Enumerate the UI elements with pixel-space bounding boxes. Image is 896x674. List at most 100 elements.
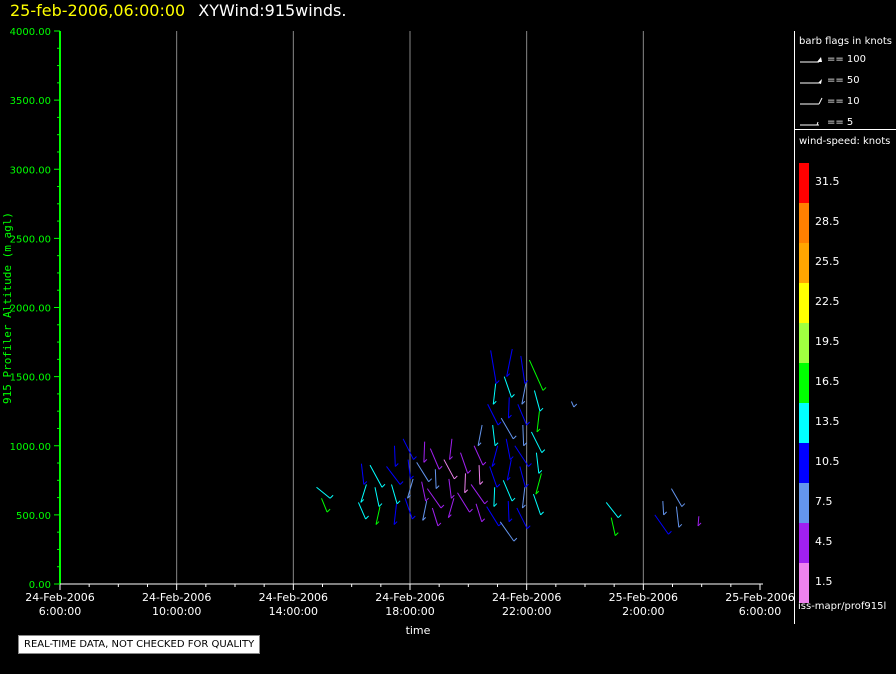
- colorbar-segment: [799, 283, 809, 323]
- wind-barb: [675, 506, 680, 528]
- colorbar-label: 31.5: [815, 175, 840, 188]
- wind-barb: [493, 487, 496, 507]
- wind-barb: [357, 502, 367, 520]
- wind-barb: [516, 507, 528, 529]
- wind-barb: [519, 466, 526, 488]
- wind-barb: [457, 492, 470, 513]
- wind-barb: [506, 459, 512, 481]
- colorbar-label: 1.5: [815, 575, 833, 588]
- wind-barb-flag: [413, 456, 417, 460]
- wind-barb-flag: [506, 373, 511, 377]
- wind-barb-flag: [479, 481, 484, 485]
- x-tick-time: 22:00:00: [502, 605, 551, 618]
- wind-barb-flag: [525, 483, 529, 488]
- wind-barb-flag: [663, 511, 667, 516]
- wind-barb-flag: [540, 511, 544, 516]
- wind-barb: [422, 500, 428, 521]
- wind-barb: [407, 478, 414, 499]
- wind-barb-flag: [450, 494, 455, 499]
- x-tick-time: 2:00:00: [622, 605, 664, 618]
- wind-barb: [447, 498, 455, 518]
- wind-barb: [374, 487, 380, 507]
- y-tick-label: 500.00: [16, 511, 51, 522]
- wind-barb: [505, 438, 511, 460]
- wind-barb: [605, 502, 619, 518]
- legend-divider: [795, 129, 896, 130]
- x-tick-time: 14:00:00: [269, 605, 318, 618]
- wind-barb-flag: [381, 483, 386, 488]
- x-tick-time: 6:00:00: [39, 605, 81, 618]
- wind-barb: [369, 464, 383, 488]
- colorbar-label: 25.5: [815, 255, 840, 268]
- wind-barb-flag: [484, 500, 489, 505]
- y-tick-label: 2500.00: [10, 234, 51, 245]
- wind-barb: [535, 473, 542, 495]
- colorbar-label: 10.5: [815, 455, 840, 468]
- wind-barb-flag: [538, 470, 543, 474]
- wind-barb-flag: [697, 522, 702, 527]
- wind-barb: [492, 383, 497, 405]
- wind-barb-flag: [497, 421, 502, 426]
- wind-barb-flag: [447, 514, 452, 518]
- wind-barb-flag: [422, 517, 427, 521]
- barb-legend-row: == 10: [799, 95, 860, 107]
- wind-barb: [386, 466, 401, 485]
- wind-barb: [402, 438, 414, 460]
- wind-barb: [421, 481, 427, 502]
- barb-legend-label: == 10: [827, 96, 860, 107]
- wind-barb: [500, 417, 514, 440]
- wind-barb: [520, 355, 526, 384]
- wind-barb: [443, 459, 455, 480]
- wind-barb: [391, 484, 398, 504]
- colorbar-label: 28.5: [815, 215, 840, 228]
- barb-legend-title: barb flags in knots: [799, 36, 892, 47]
- grid-lines: [176, 31, 644, 584]
- wind-barb-flag: [524, 380, 529, 384]
- wind-barb-flag: [521, 400, 526, 405]
- wind-barb-flag: [614, 532, 619, 536]
- wind-barb: [490, 350, 497, 384]
- colorbar-label: 4.5: [815, 535, 833, 548]
- colorbar-segment: [799, 443, 809, 483]
- x-tick-date: 25-Feb-2006: [725, 591, 794, 604]
- wind-barb: [530, 431, 543, 453]
- barb-legend-row: == 50: [799, 74, 860, 86]
- wind-barb: [460, 452, 469, 474]
- wind-barb: [506, 348, 513, 377]
- x-tick-time: 6:00:00: [739, 605, 781, 618]
- wind-barb-flag: [617, 514, 622, 518]
- wind-barb: [610, 517, 616, 536]
- wind-barb: [491, 445, 499, 467]
- wind-barb-flag: [539, 407, 544, 412]
- wind-barb-flag: [509, 456, 514, 460]
- wind-barb-flag: [668, 530, 672, 535]
- wind-barb: [434, 469, 437, 489]
- wind-barb: [532, 493, 542, 516]
- data-source-label: iss-mapr/prof915l: [798, 601, 887, 612]
- barb-legend-label: == 5: [827, 117, 854, 128]
- colorbar-segment: [799, 243, 809, 283]
- colorbar-label: 13.5: [815, 415, 840, 428]
- x-axis-label: time: [406, 624, 431, 637]
- wind-barb: [464, 473, 466, 493]
- wind-barb: [654, 514, 669, 535]
- wind-barb-flag: [440, 504, 445, 509]
- wind-barb-flag: [536, 428, 541, 433]
- wind-barb-flag: [508, 518, 513, 523]
- wind-barb-flag: [681, 503, 686, 507]
- wind-barb: [522, 424, 525, 446]
- y-tick-label: 1000.00: [10, 442, 51, 453]
- wind-barb-flag: [326, 508, 331, 513]
- wind-barb: [426, 488, 442, 509]
- wind-barb: [499, 521, 515, 542]
- wind-barb-flag: [491, 463, 496, 467]
- wind-barb: [475, 503, 483, 522]
- x-tick-date: 24-Feb-2006: [259, 591, 328, 604]
- wind-barb: [478, 465, 481, 485]
- wind-barb-flag: [464, 489, 469, 494]
- wind-barb-flag: [378, 503, 383, 507]
- colorbar-label: 16.5: [815, 375, 840, 388]
- wind-barb: [449, 438, 453, 460]
- wind-barb-flag: [423, 458, 428, 463]
